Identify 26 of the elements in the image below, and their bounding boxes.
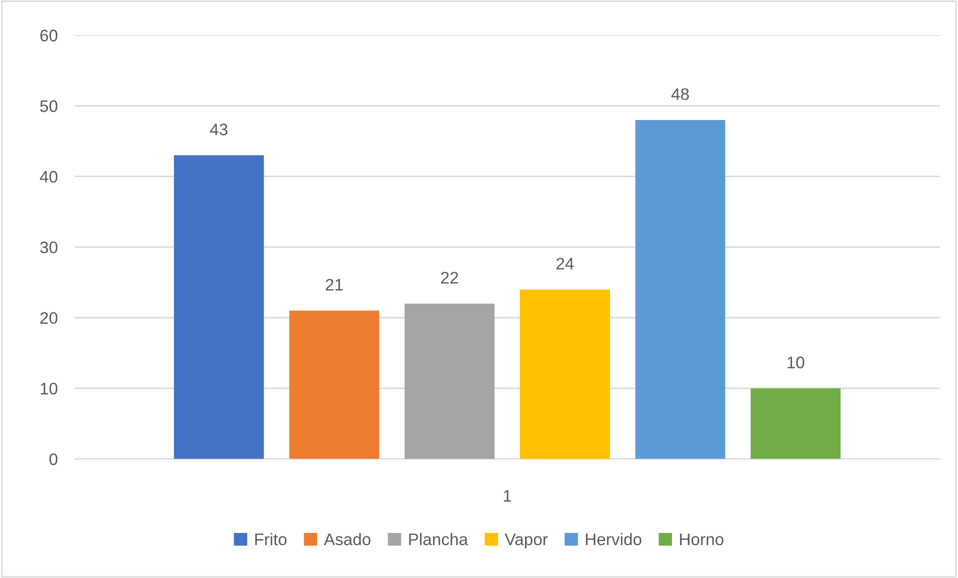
legend-label: Plancha bbox=[409, 533, 468, 546]
legend-label: Hervido bbox=[586, 533, 642, 546]
y-tick-label: 20 bbox=[40, 312, 58, 324]
bar bbox=[750, 388, 841, 459]
data-label: 22 bbox=[441, 272, 458, 284]
legend-label: Asado bbox=[324, 533, 370, 546]
legend-label: Vapor bbox=[504, 534, 548, 549]
data-label: 24 bbox=[556, 258, 574, 270]
bar bbox=[404, 304, 495, 459]
legend-label: Frito bbox=[255, 533, 287, 546]
y-tick-label: 40 bbox=[40, 170, 58, 183]
bar bbox=[635, 120, 726, 459]
data-label: 43 bbox=[210, 124, 228, 136]
bar bbox=[520, 289, 610, 459]
bar bbox=[289, 310, 380, 459]
bar bbox=[174, 155, 264, 459]
y-tick-label: 60 bbox=[40, 30, 58, 42]
y-tick-label: 30 bbox=[40, 241, 58, 254]
data-label: 21 bbox=[326, 278, 343, 291]
y-tick-label: 50 bbox=[40, 100, 58, 112]
data-label: 48 bbox=[671, 88, 689, 100]
x-tick-label: 1 bbox=[504, 490, 512, 502]
data-label: 10 bbox=[788, 356, 804, 368]
y-tick-label: 0 bbox=[49, 453, 58, 466]
legend-label: Horno bbox=[680, 534, 724, 546]
y-tick-label: 10 bbox=[40, 382, 58, 395]
